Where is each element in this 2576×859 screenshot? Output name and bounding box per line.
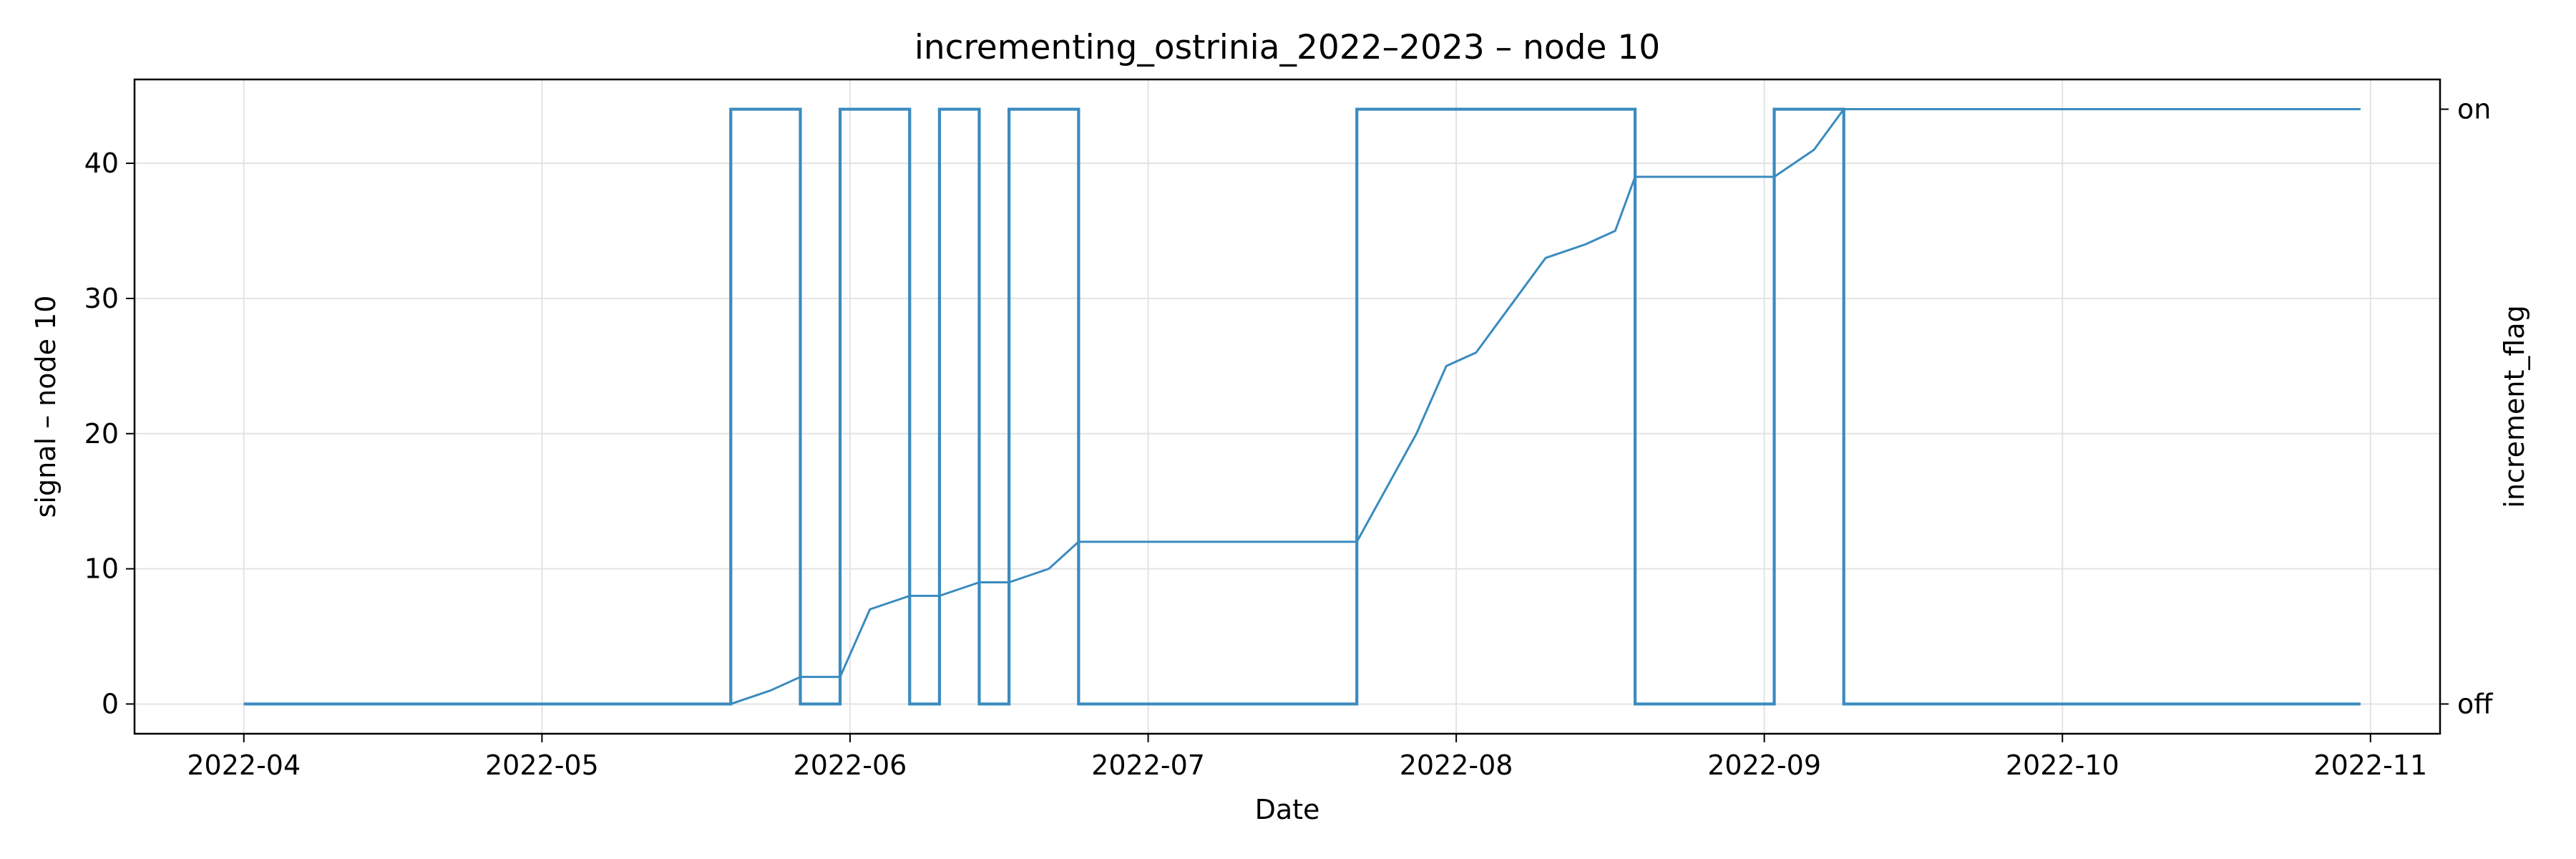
- y-tick-label: 30: [84, 283, 119, 314]
- grid: [135, 79, 2440, 734]
- plot-area: [243, 107, 2361, 706]
- y-tick-label: 10: [84, 553, 119, 585]
- y-axis-label: signal – node 10: [30, 296, 62, 518]
- y2-tick-label: on: [2457, 94, 2491, 125]
- y-tick-label: 20: [84, 418, 119, 450]
- x-tick-label: 2022-09: [1707, 749, 1821, 781]
- x-tick-label: 2022-06: [794, 749, 907, 781]
- x-axis-label: Date: [1255, 794, 1320, 825]
- signal-line: [243, 108, 2361, 705]
- y-tick-label: 40: [84, 147, 119, 179]
- x-tick-label: 2022-11: [2313, 749, 2427, 781]
- y2-tick-label: off: [2457, 688, 2493, 719]
- x-tick-label: 2022-10: [2006, 749, 2119, 781]
- axes-frame: [133, 78, 2441, 735]
- y2-axis-label: increment_flag: [2499, 305, 2530, 508]
- increment-flag-step-line: [243, 107, 2361, 706]
- x-tick-label: 2022-08: [1400, 749, 1513, 781]
- chart-title: incrementing_ostrinia_2022–2023 – node 1…: [914, 28, 1660, 67]
- x-tick-label: 2022-04: [187, 749, 301, 781]
- x-tick-label: 2022-05: [485, 749, 599, 781]
- axis-ticks: 2022-04 2022-05 2022-06 2022-07 2022-08 2022-…: [84, 94, 2494, 781]
- x-tick-label: 2022-07: [1091, 749, 1205, 781]
- y-tick-label: 0: [102, 688, 119, 719]
